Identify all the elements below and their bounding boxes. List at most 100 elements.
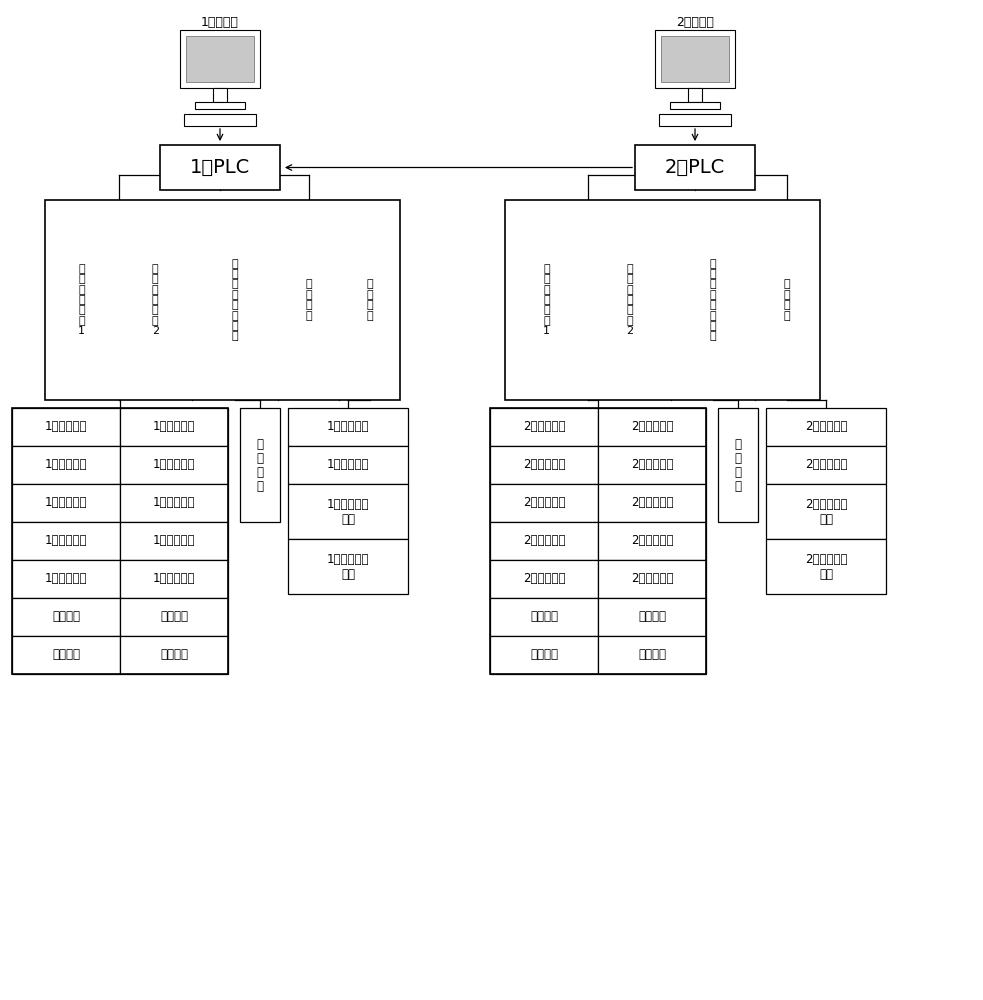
Bar <box>186 36 254 82</box>
Text: 控
制
输
出: 控 制 输 出 <box>367 279 373 321</box>
Bar <box>12 408 228 674</box>
Text: 2号风机风门: 2号风机风门 <box>805 458 847 472</box>
Bar <box>12 408 120 446</box>
Bar <box>490 636 598 674</box>
Bar <box>766 408 886 446</box>
Text: 数
据
采
集
模
块
备
用: 数 据 采 集 模 块 备 用 <box>710 259 717 341</box>
Bar <box>120 598 228 636</box>
Bar <box>598 484 706 522</box>
Text: 2号风机启停: 2号风机启停 <box>805 420 847 434</box>
Bar <box>635 145 755 190</box>
Bar <box>213 88 227 102</box>
Text: 1号风机负压: 1号风机负压 <box>45 496 87 510</box>
Text: 1号风机温度: 1号风机温度 <box>152 420 196 434</box>
Bar <box>598 598 706 636</box>
Text: 1号风机电流: 1号风机电流 <box>152 534 196 548</box>
Bar <box>120 560 228 598</box>
Text: 瓦斯浓度: 瓦斯浓度 <box>638 648 666 662</box>
Text: 2号风机叶片
角度: 2号风机叶片 角度 <box>805 498 847 526</box>
Bar <box>655 30 735 88</box>
Text: 手
动
控
制: 手 动 控 制 <box>257 438 263 492</box>
Bar <box>12 560 120 598</box>
Text: 数
据
采
集
模
块
1: 数 据 采 集 模 块 1 <box>79 264 86 336</box>
Text: 数
据
采
集
模
块
1: 数 据 采 集 模 块 1 <box>543 264 550 336</box>
Bar <box>598 446 706 484</box>
Text: 2号监视器: 2号监视器 <box>676 15 714 28</box>
Bar <box>120 446 228 484</box>
Bar <box>288 484 408 539</box>
Bar <box>670 102 720 109</box>
Text: 数
据
采
集
模
块
2: 数 据 采 集 模 块 2 <box>151 264 159 336</box>
Text: 油站状态: 油站状态 <box>638 610 666 624</box>
Text: 2号风机负压: 2号风机负压 <box>631 496 673 510</box>
Text: 数
据
采
集
模
块
备
用: 数 据 采 集 模 块 备 用 <box>232 259 239 341</box>
Bar <box>598 560 706 598</box>
Text: 1号风机电压: 1号风机电压 <box>152 572 196 585</box>
Text: 1号风机启停: 1号风机启停 <box>326 420 370 434</box>
Bar <box>598 408 706 446</box>
Text: 2号风机电压: 2号风机电压 <box>523 572 565 585</box>
Text: 数
据
采
集
模
块
2: 数 据 采 集 模 块 2 <box>626 264 633 336</box>
Text: 油站状态: 油站状态 <box>530 610 558 624</box>
Bar <box>195 102 245 109</box>
Bar <box>688 88 702 102</box>
Text: 1号监视器: 1号监视器 <box>202 15 239 28</box>
Text: 2号PLC: 2号PLC <box>665 158 725 177</box>
Bar <box>598 522 706 560</box>
Bar <box>490 408 706 674</box>
Bar <box>718 408 758 522</box>
Bar <box>598 636 706 674</box>
Text: 2号风机电流: 2号风机电流 <box>631 534 673 548</box>
Bar <box>120 484 228 522</box>
Bar <box>184 114 256 126</box>
Text: 2号风机故障
报警: 2号风机故障 报警 <box>805 553 847 581</box>
Bar <box>490 598 598 636</box>
Text: 1号PLC: 1号PLC <box>190 158 250 177</box>
Text: 2号风机电流: 2号风机电流 <box>523 534 565 548</box>
Bar <box>120 636 228 674</box>
Text: 1号风机振动: 1号风机振动 <box>45 458 87 472</box>
Bar <box>490 408 598 446</box>
Bar <box>661 36 729 82</box>
Text: 控
制
输
入: 控 制 输 入 <box>306 279 312 321</box>
Text: 2号风机振动: 2号风机振动 <box>631 458 673 472</box>
Bar <box>240 408 280 522</box>
Bar <box>12 446 120 484</box>
Bar <box>288 539 408 594</box>
Text: 1号风机故障
报警: 1号风机故障 报警 <box>326 553 370 581</box>
Bar <box>490 484 598 522</box>
Text: 油站状态: 油站状态 <box>52 610 80 624</box>
Bar <box>490 446 598 484</box>
Bar <box>120 408 228 446</box>
Bar <box>12 598 120 636</box>
Text: 1号风机电流: 1号风机电流 <box>45 534 87 548</box>
Text: 2号风机负压: 2号风机负压 <box>523 496 565 510</box>
Bar <box>12 636 120 674</box>
Text: 瓦斯浓度: 瓦斯浓度 <box>52 648 80 662</box>
Text: 瓦斯浓度: 瓦斯浓度 <box>160 648 188 662</box>
Bar <box>288 446 408 484</box>
Text: 控
制
输
出: 控 制 输 出 <box>784 279 790 321</box>
Bar <box>120 522 228 560</box>
Text: 2号风机振动: 2号风机振动 <box>523 458 565 472</box>
Text: 1号风机振动: 1号风机振动 <box>152 458 196 472</box>
Text: 1号风机电压: 1号风机电压 <box>45 572 87 585</box>
Bar <box>45 200 400 400</box>
Text: 1号风机温度: 1号风机温度 <box>45 420 87 434</box>
Bar <box>490 522 598 560</box>
Text: 2号风机温度: 2号风机温度 <box>523 420 565 434</box>
Text: 油站状态: 油站状态 <box>160 610 188 624</box>
Bar <box>160 145 280 190</box>
Text: 2号风机电压: 2号风机电压 <box>631 572 673 585</box>
Bar <box>766 539 886 594</box>
Text: 1号风机风门: 1号风机风门 <box>326 458 370 472</box>
Bar <box>12 522 120 560</box>
Bar <box>288 408 408 446</box>
Text: 1号风机叶片
角度: 1号风机叶片 角度 <box>326 498 370 526</box>
Bar <box>766 446 886 484</box>
Bar <box>659 114 731 126</box>
Text: 手
动
控
制: 手 动 控 制 <box>734 438 741 492</box>
Text: 2号风机温度: 2号风机温度 <box>631 420 673 434</box>
Bar <box>12 484 120 522</box>
Bar <box>490 560 598 598</box>
